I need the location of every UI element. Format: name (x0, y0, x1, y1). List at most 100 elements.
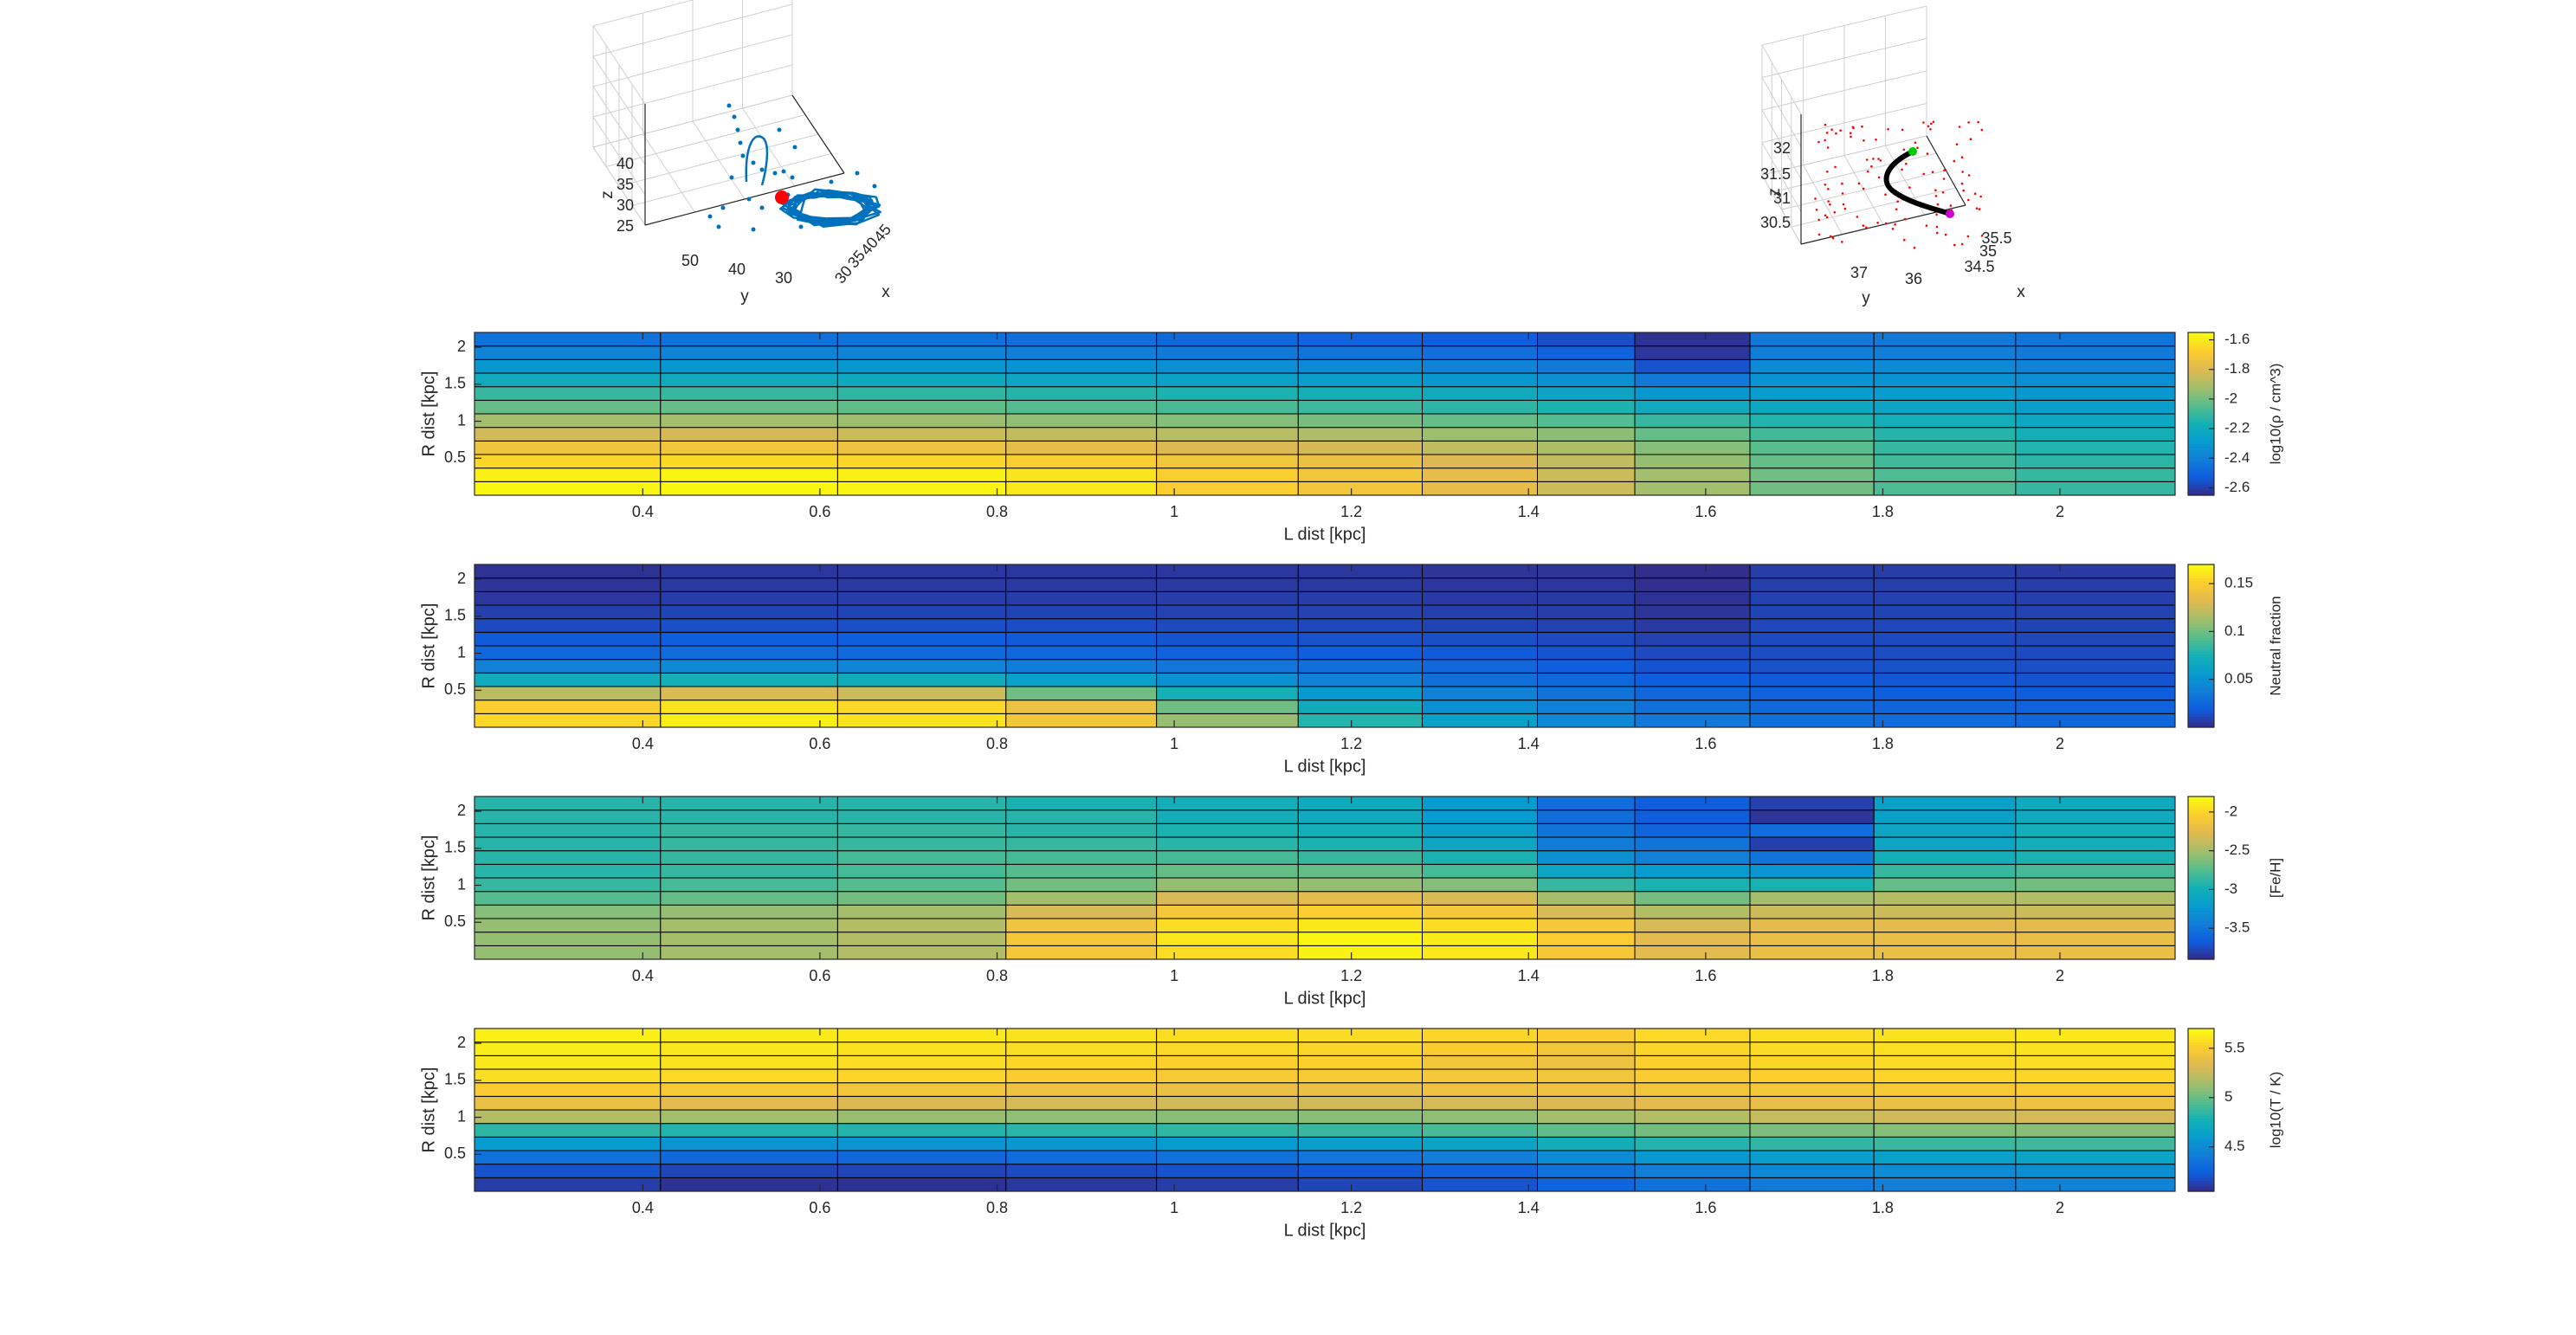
colorbar-tick-label: -2.4 (2224, 449, 2250, 466)
cloud-point (1903, 149, 1906, 152)
heatmap-cell (1750, 591, 1874, 605)
heatmap-cell (1298, 823, 1422, 837)
heatmap-cell (1157, 1124, 1299, 1138)
heatmap-cell (2016, 796, 2175, 810)
x-tick-label: 34.5 (1964, 258, 1994, 275)
heatmap-cell (1874, 1029, 2016, 1042)
heatmap-cell (475, 1096, 661, 1110)
heatmap-cell (475, 400, 661, 414)
cloud-point (1935, 195, 1938, 197)
heatmap-cell (1157, 1151, 1299, 1164)
heatmap-cell (1298, 481, 1422, 495)
heatmap-cell (2016, 1177, 2175, 1191)
heatmap-cell (1635, 660, 1750, 674)
heatmap-cell (1298, 810, 1422, 824)
heatmap-cell (475, 605, 661, 619)
heatmap-cell (1874, 932, 2016, 946)
cloud-point (1967, 121, 1970, 124)
heatmap-cell (1635, 481, 1750, 495)
heatmap-cell (1157, 428, 1299, 442)
heatmap-cell (1423, 713, 1538, 727)
heatmap-cell (1635, 673, 1750, 687)
heatmap-cell (475, 810, 661, 824)
x-tick-label: 2 (2056, 735, 2064, 752)
heatmap-cell (1874, 687, 2016, 700)
heatmap-cell (1157, 400, 1299, 414)
heatmap-cell (2016, 632, 2175, 646)
heatmap-cell (1298, 1137, 1422, 1151)
heatmap-cell (1006, 1083, 1157, 1097)
cloud-point (1826, 132, 1829, 134)
colorbar-tick-label: 5 (2224, 1088, 2232, 1105)
heatmap-cell (1538, 851, 1636, 865)
y-tick-label: 36 (1905, 270, 1922, 287)
cloud-point (1850, 136, 1852, 139)
heatmap-cell (1538, 1083, 1636, 1097)
heatmap-cell (1635, 1137, 1750, 1151)
heatmap-cell (1874, 1151, 2016, 1164)
heatmap-cell (1538, 1096, 1636, 1110)
heatmap-cell (1298, 796, 1422, 810)
heatmap-cell (475, 945, 661, 959)
colorbar-tick-label: 0.15 (2224, 575, 2253, 591)
heatmap-cell (2016, 564, 2175, 578)
heatmap-cell (1006, 455, 1157, 468)
heatmap-cell (1423, 837, 1538, 851)
end-marker (1946, 210, 1954, 218)
heatmap-cell (1423, 660, 1538, 674)
heatmap-cell (1298, 878, 1422, 892)
heatmap-cell (2016, 455, 2175, 468)
x-tick-label: 1.6 (1695, 735, 1716, 752)
heatmap-cell (1635, 1151, 1750, 1164)
heatmap-cell (1750, 1083, 1874, 1097)
heatmap-cell (1635, 1124, 1750, 1138)
heatmap-cell (1538, 468, 1636, 482)
heatmap-cell (1298, 441, 1422, 455)
heatmap-cell (661, 687, 838, 700)
x-axis-label: L dist [kpc] (1284, 989, 1366, 1008)
heatmap-cell (661, 1055, 838, 1069)
heatmap-cell (661, 810, 838, 824)
heatmap-cell (1423, 1151, 1538, 1164)
heatmap-cell (2016, 1069, 2175, 1083)
heatmap-cell (1157, 892, 1299, 906)
heatmap-cell (1006, 387, 1157, 401)
heatmap-cell (1298, 673, 1422, 687)
heatmap-cell (2016, 892, 2175, 906)
heatmap-cell (837, 905, 1005, 919)
heatmap-cell (1750, 346, 1874, 360)
cloud-point (1961, 156, 1964, 158)
heatmap-cell (1006, 823, 1157, 837)
heatmap-cell (1006, 441, 1157, 455)
heatmap-cell (1750, 1151, 1874, 1164)
heatmap-cell (1538, 1151, 1636, 1164)
x-tick-label: 0.4 (632, 1199, 654, 1216)
heatmap-cell (1006, 605, 1157, 619)
scatter-point (782, 170, 786, 174)
heatmap-cell (1423, 332, 1538, 346)
heatmap-cell (1538, 441, 1636, 455)
cloud-point (1968, 174, 1971, 177)
cloud-point (1866, 158, 1869, 161)
heatmap-cell (1635, 1164, 1750, 1178)
heatmap-cell (1423, 1069, 1538, 1083)
grid-line (619, 134, 818, 186)
heatmap-cell (475, 1069, 661, 1083)
heatmap-cell (1635, 441, 1750, 455)
colorbar-tick-label: -2.6 (2224, 479, 2250, 495)
heatmap-cell (1874, 1055, 2016, 1069)
heatmap-cell (837, 892, 1005, 906)
heatmap-cell (1006, 796, 1157, 810)
heatmap-cell (475, 481, 661, 495)
heatmap-cell (661, 1069, 838, 1083)
heatmap-cell (1750, 632, 1874, 646)
heatmap-cell (1635, 591, 1750, 605)
scatter-point (855, 171, 860, 176)
heatmap-cell (1157, 1083, 1299, 1097)
heatmap-cell (1538, 687, 1636, 700)
heatmap-cell (1635, 1029, 1750, 1042)
colorbar-label: Neutral fraction (2267, 596, 2283, 695)
heatmap-cell (475, 1110, 661, 1124)
grid-line (1772, 153, 1936, 192)
heatmap-cell (1538, 810, 1636, 824)
